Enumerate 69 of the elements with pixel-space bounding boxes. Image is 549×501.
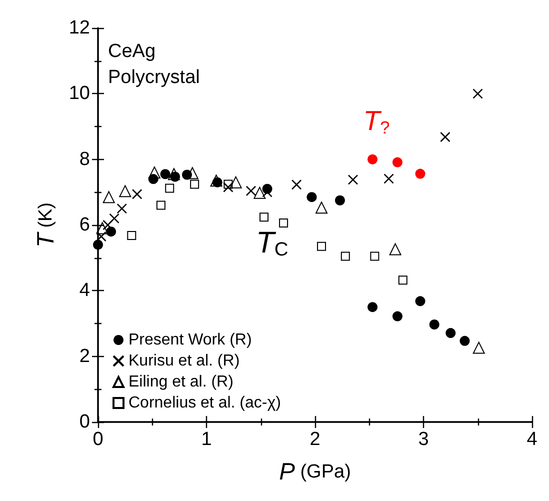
point bbox=[384, 174, 394, 184]
point bbox=[392, 311, 402, 322]
point bbox=[93, 240, 103, 250]
legend-label: Cornelius et al. (ac-χ) bbox=[128, 394, 281, 412]
point bbox=[102, 191, 115, 204]
point bbox=[429, 319, 440, 330]
point bbox=[317, 242, 326, 251]
point bbox=[389, 243, 402, 256]
point bbox=[119, 185, 132, 198]
point bbox=[132, 188, 142, 200]
point bbox=[368, 302, 378, 312]
legend-label: Kurisu et al. (R) bbox=[128, 352, 240, 370]
point bbox=[190, 180, 200, 189]
x-tick-label: 2 bbox=[310, 429, 320, 450]
point bbox=[168, 168, 180, 180]
annotation: CeAg bbox=[108, 41, 156, 62]
x-tick-label: 1 bbox=[201, 429, 212, 450]
point bbox=[460, 336, 470, 346]
point bbox=[230, 176, 242, 188]
point bbox=[156, 200, 166, 210]
point bbox=[472, 342, 485, 354]
point bbox=[165, 184, 174, 193]
legend-label: Present Work (R) bbox=[128, 332, 252, 348]
y-tick-label: 8 bbox=[79, 148, 90, 170]
y-tick-label: 4 bbox=[79, 280, 90, 302]
point bbox=[368, 154, 378, 164]
x-tick-label: 4 bbox=[526, 429, 538, 450]
point bbox=[392, 157, 402, 168]
point bbox=[279, 218, 288, 228]
y-tick-label: 2 bbox=[79, 346, 90, 367]
point bbox=[223, 182, 234, 192]
y-tick-label: 6 bbox=[79, 214, 90, 236]
point bbox=[440, 132, 450, 142]
point bbox=[109, 213, 120, 224]
point bbox=[334, 195, 345, 206]
point bbox=[116, 203, 128, 214]
point bbox=[348, 174, 358, 185]
point bbox=[260, 212, 269, 222]
y-tick-label: 10 bbox=[68, 83, 90, 104]
point bbox=[415, 296, 426, 306]
point bbox=[254, 186, 266, 199]
x-tick-label: 3 bbox=[418, 429, 429, 450]
point bbox=[398, 276, 408, 285]
y-axis-title: T (K) bbox=[32, 202, 60, 248]
point bbox=[127, 231, 136, 240]
y-tick-label: 12 bbox=[68, 18, 90, 38]
point bbox=[472, 88, 483, 99]
point bbox=[96, 231, 106, 242]
series-label: T? bbox=[363, 105, 390, 138]
point bbox=[291, 179, 302, 190]
point bbox=[210, 174, 222, 187]
point bbox=[370, 252, 380, 261]
point bbox=[415, 168, 426, 179]
annotation: Polycrystal bbox=[108, 67, 200, 88]
point bbox=[102, 220, 113, 230]
point bbox=[224, 180, 233, 189]
point bbox=[160, 169, 170, 180]
y-tick-label: 0 bbox=[79, 412, 90, 432]
point bbox=[316, 202, 328, 214]
x-axis-title: P (GPa) bbox=[279, 458, 351, 486]
point bbox=[306, 192, 317, 202]
point bbox=[148, 166, 160, 178]
point bbox=[340, 252, 350, 261]
point bbox=[446, 328, 456, 338]
x-tick-label: 0 bbox=[92, 429, 104, 450]
point bbox=[96, 222, 108, 234]
legend-label: Eiling et al. (R) bbox=[128, 374, 234, 390]
point bbox=[262, 187, 272, 198]
point bbox=[246, 186, 256, 196]
